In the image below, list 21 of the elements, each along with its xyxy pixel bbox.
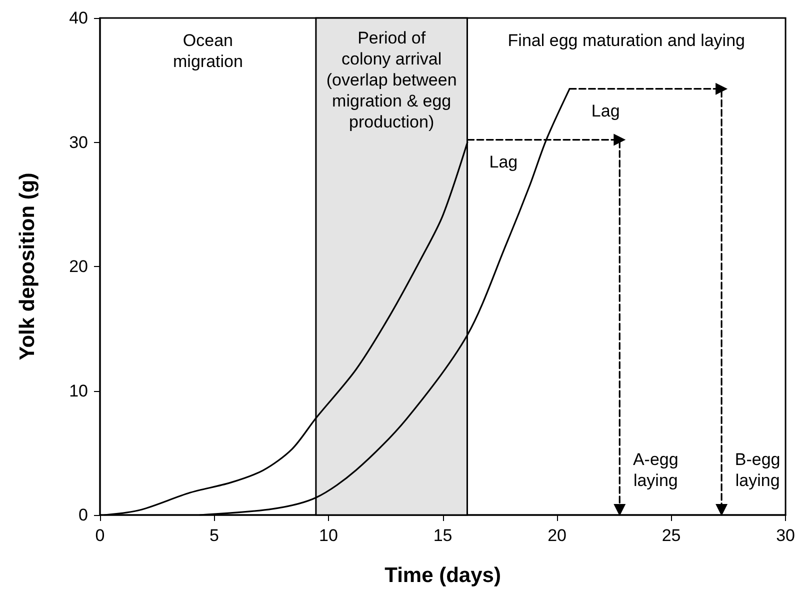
- y-tick-label: 10: [69, 381, 88, 400]
- annotation: A-egg laying: [632, 450, 678, 490]
- x-tick-label: 20: [548, 526, 566, 545]
- annotation: B-egg laying: [734, 450, 780, 490]
- x-tick-label: 5: [210, 526, 219, 545]
- x-tick-label: 15: [433, 526, 452, 545]
- x-tick-label: 30: [776, 526, 796, 545]
- annotation: Lag: [591, 101, 620, 120]
- annotation: Lag: [489, 152, 518, 172]
- y-tick-label: 30: [69, 132, 88, 152]
- x-tick-label: 0: [95, 526, 105, 545]
- annotation: Ocean migration: [173, 31, 243, 71]
- y-axis-title: Yolk deposition (g): [16, 172, 39, 360]
- x-axis-title: Time (days): [384, 564, 501, 587]
- annotation: Final egg maturation and laying: [508, 31, 745, 50]
- y-tick-label: 40: [69, 8, 88, 28]
- x-tick-label: 25: [662, 526, 681, 545]
- y-tick-label: 0: [78, 506, 88, 524]
- y-tick-label: 20: [69, 257, 88, 276]
- band-label: Period of colony arrival (overlap between migration & egg production): [326, 28, 457, 132]
- x-tick-label: 10: [319, 526, 338, 545]
